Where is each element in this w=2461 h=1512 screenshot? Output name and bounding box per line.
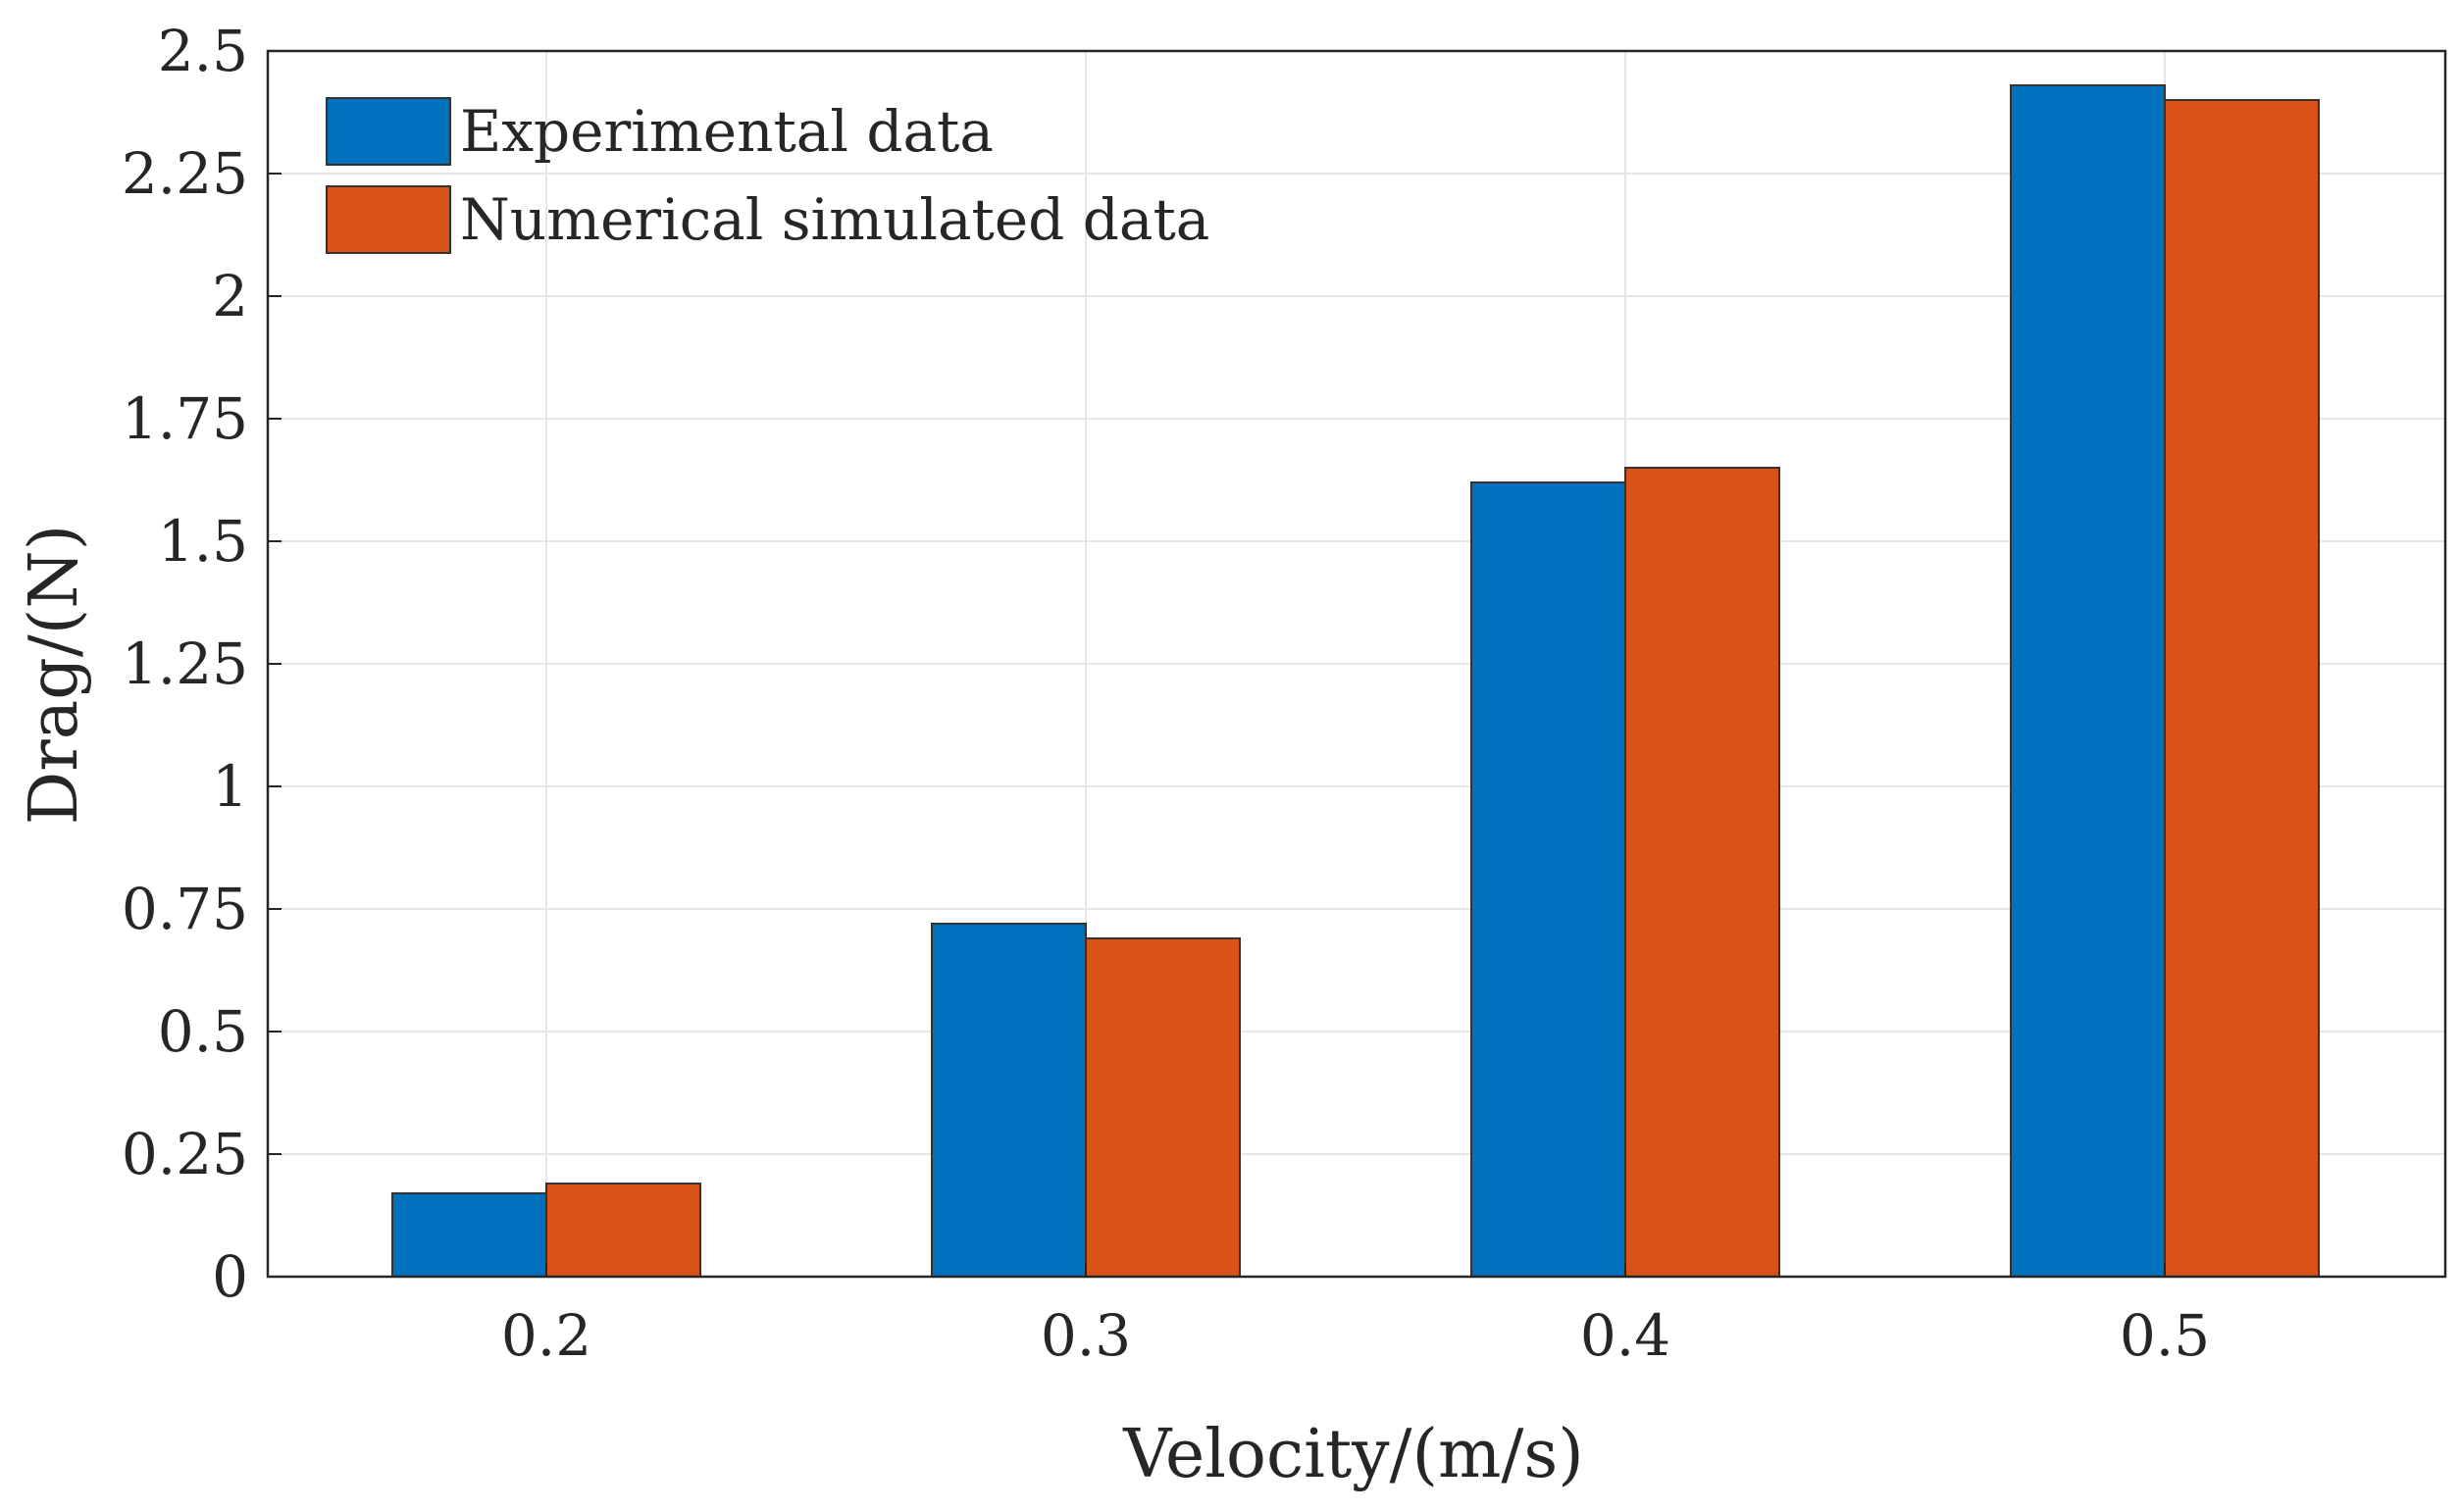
bar-numerical-0.2 [545, 1183, 701, 1278]
y-tick-label: 0.5 [158, 998, 248, 1065]
y-tick-label: 2.5 [158, 18, 248, 84]
x-tick-label: 0.2 [501, 1302, 591, 1369]
y-tick-label: 1.75 [122, 385, 248, 452]
y-tick-label: 1.25 [122, 630, 248, 697]
legend-swatch [326, 97, 451, 166]
bar-numerical-0.4 [1624, 467, 1780, 1278]
bar-experimental-0.2 [391, 1192, 547, 1278]
x-tick-label: 0.4 [1580, 1302, 1670, 1369]
y-tick-label: 0.75 [122, 876, 248, 942]
ticks-layer: 0 0.25 0.5 0.75 1 1.25 1.5 1.75 2 2.25 2.5 0.2 0.3 0.… [122, 18, 2210, 1369]
y-tick-label: 1.5 [158, 508, 248, 575]
y-tick-label: 0.25 [122, 1121, 248, 1187]
bar-experimental-0.3 [931, 923, 1087, 1278]
y-axis-label: Drag/(N) [16, 525, 93, 826]
x-axis-label: Velocity/(m/s) [1122, 1416, 1584, 1493]
y-tick-label: 2.25 [122, 140, 248, 207]
axes-frame [266, 49, 2447, 1279]
x-tick-label: 0.3 [1041, 1302, 1131, 1369]
y-tick-label: 2 [212, 263, 248, 329]
x-tick-label: 0.5 [2120, 1302, 2210, 1369]
legend-label: Experimental data [460, 98, 994, 165]
y-tick-label: 0 [212, 1243, 248, 1310]
bars-layer [391, 84, 2320, 1278]
bar-numerical-0.3 [1085, 937, 1241, 1278]
bar-numerical-0.5 [2164, 99, 2320, 1278]
axes-layer [266, 49, 2447, 1279]
legend: Experimental data Numerical simulated dat… [326, 97, 1209, 254]
legend-swatch [326, 185, 451, 254]
bar-experimental-0.4 [1470, 481, 1626, 1278]
bar-experimental-0.5 [2010, 84, 2166, 1278]
y-tick-label: 1 [212, 753, 248, 820]
legend-label: Numerical simulated data [460, 186, 1209, 253]
